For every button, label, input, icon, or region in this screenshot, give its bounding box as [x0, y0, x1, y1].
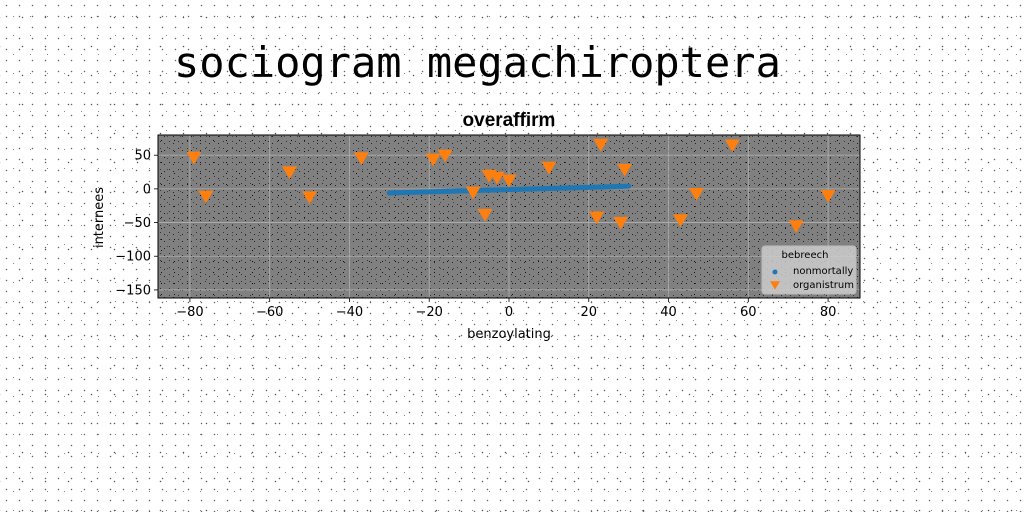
axis-ticks: −80 −60 −40 −20 0 20 40 60 80 50 0 −50 −100 −150 — [115, 149, 836, 320]
data-point-organistrum — [489, 171, 505, 185]
data-point-organistrum — [465, 186, 481, 200]
data-point-organistrum — [724, 139, 740, 153]
x-tick-label: 60 — [740, 305, 757, 320]
data-point-organistrum — [593, 138, 609, 152]
data-point-organistrum — [613, 216, 629, 230]
data-point-organistrum — [477, 208, 493, 222]
data-point-organistrum — [788, 220, 804, 234]
data-point-organistrum — [353, 152, 369, 166]
data-point-organistrum — [541, 161, 557, 175]
y-tick-label: −50 — [124, 216, 151, 231]
legend: bebreech nonmortally organistrum — [761, 245, 857, 295]
x-tick-label: −80 — [176, 305, 203, 320]
data-point-organistrum — [673, 214, 689, 227]
page-title: sociogram megachiroptera — [174, 38, 781, 87]
grid-lines — [158, 135, 860, 298]
y-tick-label: −100 — [115, 250, 151, 265]
x-tick-label: 40 — [660, 305, 677, 320]
data-point-organistrum — [302, 191, 318, 205]
x-tick-label: −60 — [256, 305, 283, 320]
data-point-organistrum — [617, 163, 633, 177]
data-point-organistrum — [589, 211, 605, 225]
data-point-organistrum — [198, 190, 214, 204]
data-point-organistrum — [186, 151, 202, 165]
data-point-organistrum — [437, 149, 453, 163]
x-tick-label: 20 — [580, 305, 597, 320]
x-tick-label: 80 — [820, 305, 837, 320]
x-tick-label: −40 — [336, 305, 363, 320]
legend-box — [761, 245, 857, 295]
y-tick-label: −150 — [115, 283, 151, 298]
data-point-organistrum — [820, 189, 836, 203]
legend-marker-organistrum — [770, 281, 780, 290]
x-tick-label: 0 — [505, 305, 513, 320]
legend-label-nonmortally: nonmortally — [793, 266, 853, 277]
y-axis-label: internees — [92, 187, 107, 248]
y-tick-label: 0 — [143, 182, 151, 197]
data-point-organistrum — [425, 153, 441, 167]
data-point-organistrum — [688, 187, 704, 201]
data-point-organistrum — [282, 166, 298, 180]
x-axis-label: benzoylating — [467, 327, 551, 342]
legend-title: bebreech — [782, 250, 829, 261]
data-point-nonmortally — [626, 183, 632, 189]
legend-label-organistrum: organistrum — [793, 280, 854, 291]
x-tick-label: −20 — [416, 305, 443, 320]
data-point-organistrum — [501, 174, 517, 188]
legend-marker-nonmortally — [772, 269, 778, 275]
chart-title: overaffirm — [463, 110, 556, 131]
data-series — [186, 138, 836, 234]
y-tick-label: 50 — [134, 149, 151, 164]
